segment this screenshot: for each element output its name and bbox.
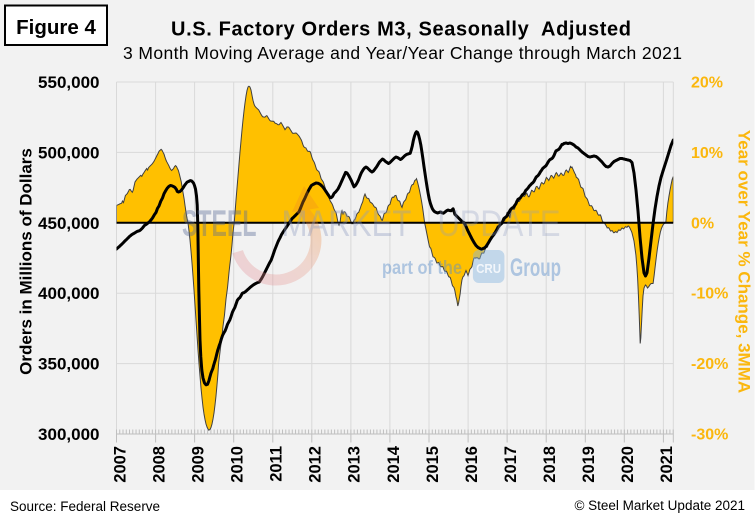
svg-text:2017: 2017 [502, 446, 520, 483]
svg-text:STEEL: STEEL [182, 203, 257, 244]
svg-text:2014: 2014 [385, 445, 403, 483]
svg-text:500,000: 500,000 [38, 143, 99, 162]
svg-text:2008: 2008 [150, 446, 168, 483]
svg-text:20%: 20% [691, 75, 723, 92]
svg-text:2016: 2016 [463, 446, 481, 483]
svg-text:CRU: CRU [476, 261, 501, 276]
svg-text:UPDATE: UPDATE [438, 203, 561, 244]
svg-text:2018: 2018 [541, 446, 559, 483]
svg-text:Source: Federal Reserve: Source: Federal Reserve [10, 499, 160, 514]
svg-text:350,000: 350,000 [38, 355, 99, 374]
svg-text:Orders in Millions of Dollars: Orders in Millions of Dollars [17, 148, 36, 375]
svg-text:550,000: 550,000 [38, 73, 99, 92]
svg-text:3 Month Moving Average and Yea: 3 Month Moving Average and Year/Year Cha… [123, 43, 682, 63]
svg-text:-20%: -20% [691, 356, 728, 373]
svg-text:2009: 2009 [189, 446, 207, 483]
svg-text:-10%: -10% [691, 286, 728, 303]
svg-text:2012: 2012 [307, 446, 325, 483]
svg-text:300,000: 300,000 [38, 425, 99, 444]
svg-text:2007: 2007 [111, 446, 129, 483]
svg-text:0%: 0% [691, 215, 714, 232]
svg-text:-30%: -30% [691, 427, 728, 444]
svg-text:Group: Group [510, 254, 561, 282]
svg-text:Figure 4: Figure 4 [16, 16, 96, 39]
svg-text:2021: 2021 [658, 446, 676, 483]
svg-text:MARKET: MARKET [282, 203, 412, 244]
svg-text:2013: 2013 [346, 446, 364, 483]
svg-text:2020: 2020 [619, 446, 637, 483]
svg-text:part of the: part of the [382, 257, 462, 279]
svg-text:2010: 2010 [229, 446, 247, 483]
svg-text:400,000: 400,000 [38, 284, 99, 303]
svg-text:2015: 2015 [424, 446, 442, 483]
svg-text:© Steel Market Update 2021: © Steel Market Update 2021 [574, 498, 745, 513]
svg-text:450,000: 450,000 [38, 214, 99, 233]
svg-text:U.S. Factory Orders M3, Season: U.S. Factory Orders M3, Seasonally Adjus… [171, 19, 631, 41]
svg-text:Year over Year % Change, 3MMA: Year over Year % Change, 3MMA [735, 130, 754, 393]
svg-text:10%: 10% [691, 145, 723, 162]
svg-text:2011: 2011 [268, 446, 286, 482]
svg-text:2019: 2019 [580, 446, 598, 483]
